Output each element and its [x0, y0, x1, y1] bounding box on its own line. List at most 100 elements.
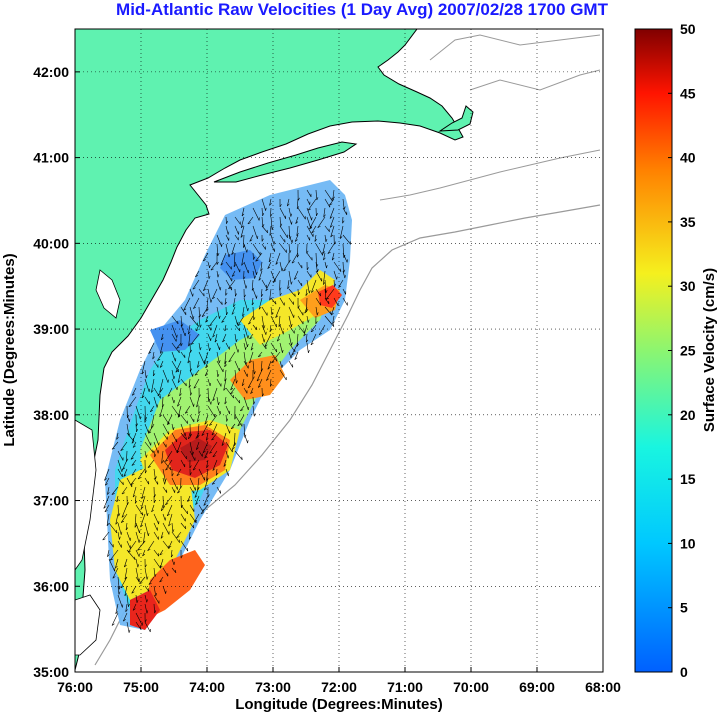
- velocity-arrow-head: [228, 360, 232, 363]
- velocity-arrow: [157, 351, 164, 361]
- velocity-arrow: [196, 414, 200, 422]
- velocity-arrow-head: [231, 427, 235, 430]
- velocity-arrow-head: [309, 227, 313, 230]
- velocity-arrow-head: [217, 373, 220, 377]
- velocity-arrow-head: [249, 337, 253, 340]
- velocity-arrow-head: [316, 312, 319, 316]
- velocity-arrow-head: [177, 415, 181, 418]
- velocity-arrow-head: [325, 290, 328, 294]
- velocity-arrow-head: [137, 477, 141, 480]
- velocity-arrow: [160, 333, 164, 340]
- velocity-arrow: [223, 459, 227, 467]
- velocity-arrow: [153, 387, 161, 399]
- velocity-arrow: [231, 306, 236, 315]
- velocity-arrow-head: [258, 385, 261, 388]
- velocity-arrow: [261, 333, 265, 343]
- velocity-arrow: [225, 342, 230, 350]
- velocity-arrow: [159, 576, 164, 583]
- velocity-arrow-head: [145, 417, 148, 420]
- velocity-arrow: [144, 522, 149, 536]
- velocity-arrow: [243, 342, 246, 350]
- velocity-arrow: [212, 324, 218, 338]
- velocity-arrow: [216, 297, 223, 305]
- velocity-arrow: [171, 432, 177, 443]
- velocity-arrow: [153, 513, 159, 525]
- velocity-arrow: [171, 531, 180, 543]
- velocity-arrow: [279, 342, 283, 353]
- velocity-arrow: [125, 522, 128, 531]
- lon-tick-label: 70:00: [453, 679, 489, 695]
- velocity-arrow-head: [247, 308, 249, 312]
- velocity-arrow: [171, 324, 178, 338]
- velocity-arrow-head: [122, 467, 126, 470]
- velocity-arrow-head: [140, 506, 144, 510]
- lon-tick-label: 75:00: [123, 679, 159, 695]
- velocity-arrow-head: [139, 582, 143, 585]
- velocity-arrow: [198, 450, 203, 457]
- velocity-arrow: [130, 450, 137, 460]
- velocity-arrow: [180, 315, 183, 327]
- velocity-arrow: [108, 522, 118, 534]
- velocity-arrow: [214, 333, 218, 343]
- velocity-arrow: [184, 405, 191, 414]
- velocity-arrow-head: [194, 495, 198, 498]
- velocity-vectors: [102, 189, 351, 633]
- velocity-arrow-head: [204, 487, 207, 491]
- velocity-arrow-head: [123, 474, 127, 477]
- velocity-arrow-head: [187, 360, 191, 364]
- velocity-arrow-head: [296, 233, 299, 236]
- velocity-arrow: [233, 252, 236, 267]
- velocity-arrow: [144, 369, 147, 379]
- velocity-arrow: [171, 405, 180, 417]
- velocity-arrow: [135, 621, 142, 630]
- velocity-arrow-head: [170, 467, 172, 471]
- velocity-arrow: [261, 306, 268, 316]
- velocity-arrow: [162, 540, 170, 549]
- velocity-arrow: [270, 351, 278, 362]
- velocity-arrow: [180, 324, 186, 337]
- velocity-arrow: [261, 279, 267, 289]
- velocity-arrow: [252, 252, 254, 260]
- velocity-arrow: [171, 351, 176, 362]
- velocity-arrow-head: [306, 339, 309, 343]
- velocity-arrow-head: [257, 235, 259, 239]
- velocity-arrow: [114, 558, 119, 569]
- velocity-arrow-head: [275, 262, 279, 265]
- velocity-arrow-head: [151, 389, 154, 393]
- velocity-arrow: [234, 315, 238, 325]
- velocity-arrow: [306, 297, 308, 312]
- velocity-arrow-head: [155, 476, 157, 480]
- velocity-arrow-head: [275, 315, 279, 318]
- velocity-arrow: [207, 270, 210, 279]
- velocity-arrow: [198, 504, 204, 513]
- colorbar-tick-label: 40: [680, 150, 696, 166]
- velocity-arrow-head: [265, 207, 267, 211]
- velocity-arrow-head: [218, 360, 221, 364]
- velocity-arrow-head: [125, 527, 129, 531]
- velocity-arrow: [261, 243, 266, 250]
- velocity-arrow: [225, 387, 234, 399]
- velocity-arrow-head: [173, 400, 175, 404]
- velocity-arrow: [189, 288, 194, 297]
- velocity-arrow: [162, 513, 166, 521]
- velocity-arrow-head: [163, 505, 166, 509]
- velocity-arrow-head: [249, 239, 253, 242]
- velocity-arrow: [195, 441, 200, 450]
- velocity-arrow: [212, 288, 218, 300]
- velocity-arrow-head: [159, 414, 163, 418]
- velocity-arrow: [189, 486, 195, 494]
- velocity-arrow: [224, 369, 227, 382]
- velocity-arrow: [177, 486, 182, 494]
- velocity-arrow: [207, 387, 209, 402]
- velocity-arrow-head: [207, 494, 210, 498]
- velocity-arrow: [342, 198, 345, 210]
- colorbar: [634, 28, 673, 673]
- velocity-arrow-head: [275, 301, 277, 305]
- velocity-arrow-head: [262, 212, 265, 216]
- velocity-arrow: [307, 198, 317, 211]
- velocity-arrow: [306, 252, 313, 261]
- velocity-arrow-head: [254, 371, 256, 375]
- velocity-arrow: [144, 621, 151, 633]
- velocity-arrow-head: [131, 463, 135, 466]
- velocity-arrow: [144, 423, 149, 433]
